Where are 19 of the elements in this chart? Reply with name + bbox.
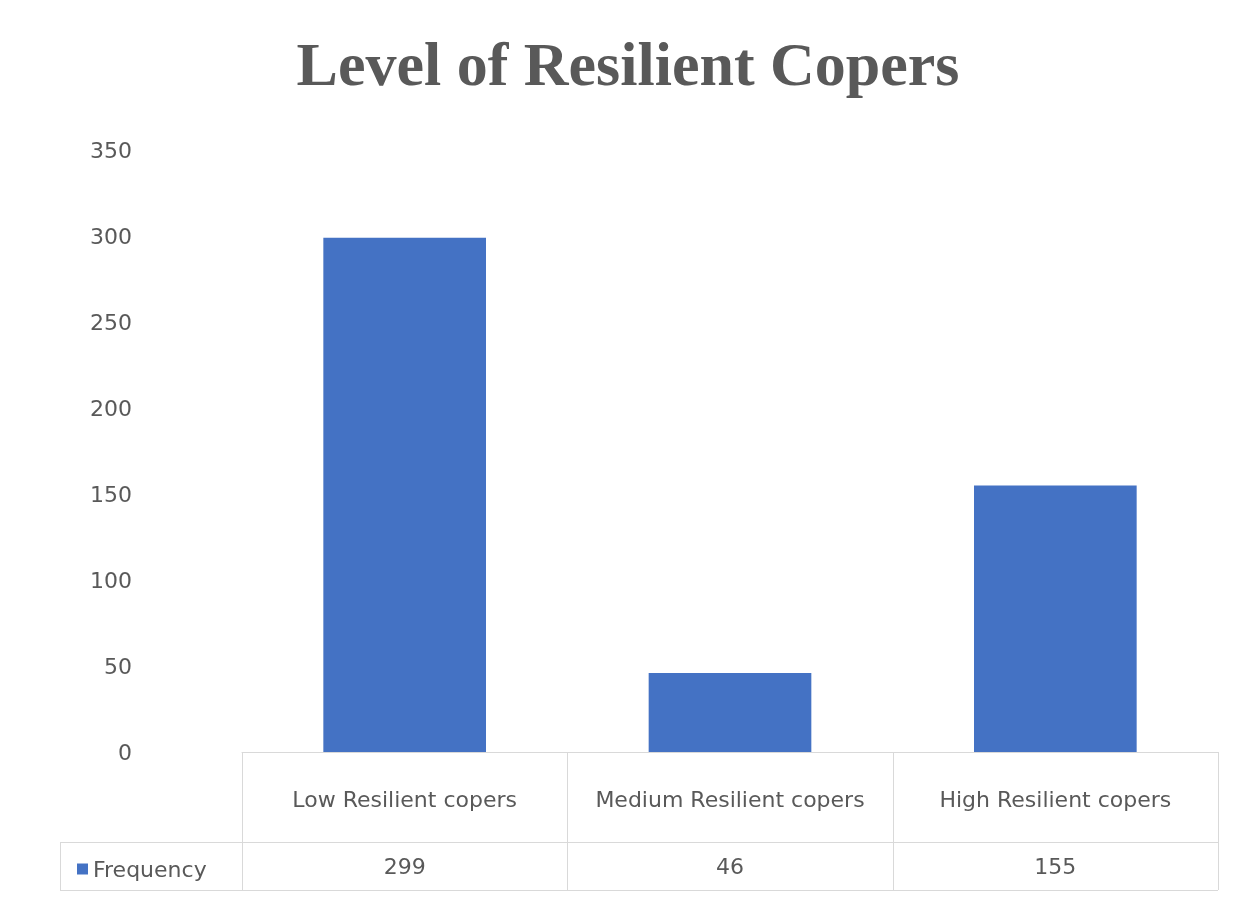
x-tick-label: High Resilient copers — [939, 786, 1172, 812]
y-tick-label: 250 — [90, 309, 132, 335]
bar — [974, 485, 1137, 752]
data-label: 46 — [715, 854, 745, 879]
data-label: 155 — [1033, 854, 1078, 879]
x-tick-label: Low Resilient copers — [292, 786, 517, 812]
y-tick-label: 300 — [90, 223, 132, 249]
y-tick-label: 50 — [104, 653, 132, 679]
y-tick-label: 350 — [90, 137, 132, 163]
y-tick-label: 100 — [90, 567, 132, 593]
y-tick-label: 200 — [90, 395, 132, 421]
bar — [323, 237, 486, 752]
data-label: 299 — [382, 854, 427, 879]
legend-label: Frequency — [93, 856, 207, 882]
chart-title: Level of Resilient Copers — [296, 30, 960, 98]
x-tick-label: Medium Resilient copers — [595, 786, 865, 812]
y-tick-label: 0 — [118, 739, 132, 765]
y-tick-label: 150 — [90, 481, 132, 507]
bar — [648, 672, 812, 752]
